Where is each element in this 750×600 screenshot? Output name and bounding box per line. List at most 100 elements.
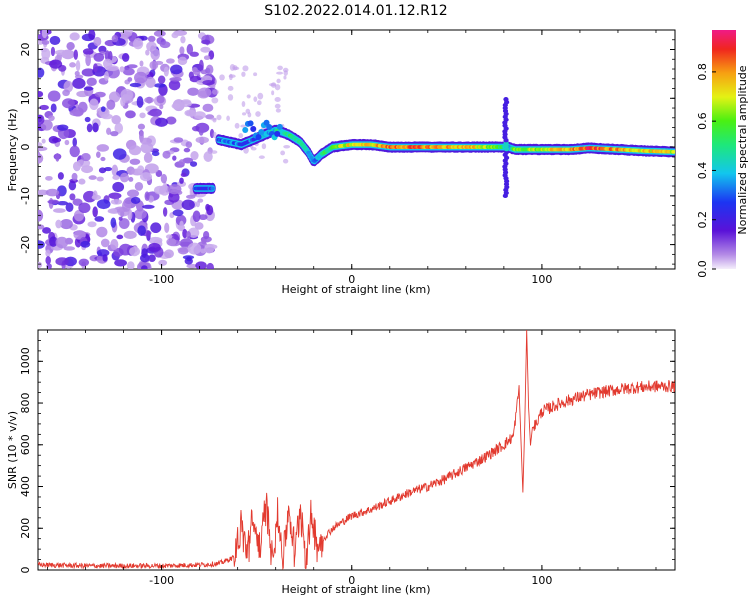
noise-blob: [116, 234, 124, 240]
noise-blob: [148, 242, 161, 253]
noise-blob: [100, 156, 106, 162]
noise-blob: [185, 231, 191, 239]
noise-blob: [203, 55, 211, 61]
noise-blob: [53, 208, 66, 213]
noise-blob: [66, 42, 75, 51]
noise-blob: [136, 96, 144, 108]
noise-blob: [156, 94, 165, 104]
snr-x-tick-label: 100: [531, 574, 552, 587]
noise-blob: [277, 65, 283, 71]
noise-blob: [72, 198, 83, 206]
noise-blob: [38, 153, 44, 164]
noise-blob: [143, 152, 153, 164]
noise-blob: [177, 56, 188, 66]
noise-blob: [110, 199, 123, 205]
colorbar-ticks: 0.0 0.2 0.4 0.6 0.8: [696, 63, 716, 278]
noise-blob: [241, 71, 246, 77]
spectrogram-y-tick-label: 10: [19, 91, 32, 105]
noise-blob: [165, 234, 173, 239]
noise-blob: [159, 104, 164, 110]
noise-blob: [151, 151, 160, 157]
snr-series: [38, 330, 675, 570]
noise-blob: [127, 77, 133, 82]
noise-blob: [57, 124, 69, 131]
noise-blob: [187, 87, 199, 96]
noise-blob: [83, 86, 94, 91]
noise-blob: [275, 108, 281, 113]
noise-blob: [164, 249, 174, 259]
noise-blob: [69, 145, 80, 158]
noise-blob: [166, 58, 175, 64]
noise-blob: [177, 247, 189, 255]
noise-blob: [118, 243, 133, 256]
noise-blob: [92, 190, 98, 200]
noise-blob: [253, 96, 258, 102]
noise-blob: [157, 75, 166, 84]
noise-blob: [93, 52, 105, 62]
noise-blob: [110, 130, 119, 137]
noise-blob: [118, 31, 132, 38]
noise-blob: [142, 204, 155, 209]
noise-blob: [114, 259, 127, 267]
ridge-spur: [242, 126, 249, 133]
noise-blob: [155, 117, 168, 127]
noise-blob: [125, 110, 136, 119]
noise-blob: [200, 46, 211, 53]
noise-blob: [109, 208, 118, 214]
noise-blob: [81, 165, 94, 174]
noise-blob: [55, 236, 69, 249]
noise-blob: [189, 161, 198, 167]
snr-y-tick-label: 200: [19, 518, 32, 539]
noise-blob: [139, 112, 146, 119]
noise-blob: [145, 76, 156, 88]
noise-blob: [38, 114, 45, 125]
snr-y-tick-label: 800: [19, 393, 32, 414]
noise-blob: [110, 217, 117, 228]
noise-blob: [271, 90, 275, 96]
noise-blob: [52, 137, 62, 143]
noise-blob: [139, 253, 150, 263]
noise-blob: [64, 139, 70, 146]
noise-blob: [41, 30, 48, 39]
noise-blob: [114, 122, 124, 134]
noise-blob: [241, 100, 246, 108]
noise-blob: [150, 222, 162, 234]
noise-blob: [102, 58, 113, 69]
noise-blob: [98, 45, 107, 54]
noise-blob: [210, 150, 218, 154]
noise-blob: [197, 87, 212, 98]
noise-blob: [169, 77, 182, 82]
noise-blob: [276, 71, 284, 75]
noise-blob: [242, 65, 249, 72]
ridge-spur: [276, 123, 283, 130]
colorbar-label: Normalized spectral amplitude: [736, 65, 749, 234]
noise-blob: [147, 110, 158, 116]
noise-blob: [149, 60, 159, 70]
snr-y-ticks: 0 200 400 600 800 1000: [19, 329, 675, 574]
noise-blob: [172, 155, 177, 161]
noise-blob: [186, 263, 198, 269]
noise-blob: [118, 218, 130, 229]
noise-blob: [65, 202, 74, 212]
noise-blob: [240, 124, 246, 128]
spectrogram-x-label: Height of straight line (km): [281, 283, 430, 296]
noise-blob: [168, 192, 180, 203]
colorbar-gradient: [712, 30, 736, 269]
noise-blob: [55, 219, 62, 229]
snr-y-tick-label: 1000: [19, 347, 32, 375]
noise-blob: [234, 122, 240, 129]
snr-panel: -100 0 100 0 200 400 600 800 1000 Height of str…: [6, 329, 676, 596]
noise-blob: [203, 230, 210, 240]
noise-blob: [282, 67, 289, 73]
noise-blob: [49, 59, 63, 69]
noise-blob: [76, 159, 91, 168]
spectrogram-y-label: Frequency (Hz): [6, 109, 19, 192]
noise-blob: [192, 210, 201, 223]
noise-blob: [188, 71, 194, 79]
noise-blob: [92, 122, 99, 133]
noise-blob: [86, 123, 93, 133]
noise-blob: [84, 116, 91, 123]
spectrogram-x-tick-label: -100: [149, 273, 174, 286]
snr-x-label: Height of straight line (km): [281, 583, 430, 596]
